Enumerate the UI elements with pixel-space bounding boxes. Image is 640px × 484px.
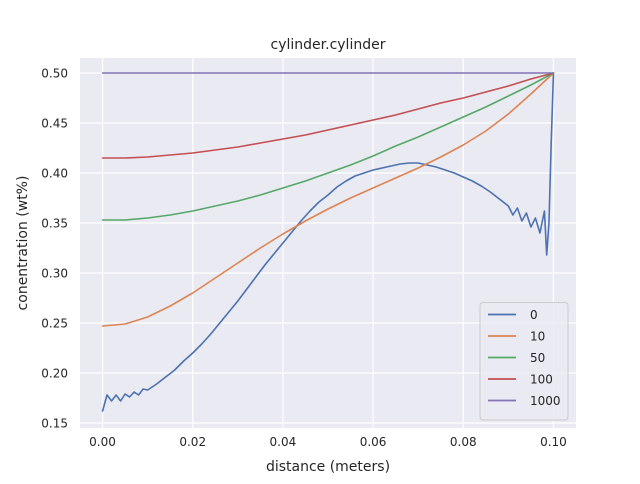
x-tick-label: 0.06: [360, 435, 387, 449]
y-tick-label: 0.50: [41, 67, 68, 81]
y-tick-label: 0.15: [41, 417, 68, 431]
legend-label-100: 100: [530, 373, 553, 387]
legend-box: [479, 302, 569, 421]
legend-label-10: 10: [530, 330, 545, 344]
x-tick-label: 0.02: [179, 435, 206, 449]
series-line-100: [101, 72, 555, 159]
series-line-10: [101, 72, 555, 327]
chart-title: cylinder.cylinder: [271, 37, 386, 53]
series-line-0: [101, 72, 555, 412]
legend-label-1000: 1000: [530, 394, 561, 408]
x-tick-label: 0.08: [450, 435, 477, 449]
y-axis-label: conentration (wt%): [15, 176, 31, 311]
y-tick-label: 0.35: [41, 217, 68, 231]
y-tick-label: 0.25: [41, 317, 68, 331]
y-tick-label: 0.45: [41, 117, 68, 131]
x-axis-ticks: 0.00 0.02 0.04 0.06 0.08 0.10: [89, 435, 567, 449]
x-tick-label: 0.04: [270, 435, 297, 449]
y-axis-ticks: 0.15 0.20 0.25 0.30 0.35 0.40 0.45 0.50: [41, 67, 68, 431]
series-layer: [101, 72, 555, 412]
x-tick-label: 0.00: [89, 435, 116, 449]
x-axis-label: distance (meters): [266, 459, 390, 475]
x-tick-label: 0.10: [540, 435, 567, 449]
legend: 0 10 50 100 1000: [479, 302, 569, 421]
legend-label-0: 0: [530, 308, 538, 322]
y-tick-label: 0.40: [41, 167, 68, 181]
legend-label-50: 50: [530, 351, 545, 365]
y-tick-label: 0.20: [41, 367, 68, 381]
series-line-50: [101, 72, 555, 221]
y-tick-label: 0.30: [41, 267, 68, 281]
